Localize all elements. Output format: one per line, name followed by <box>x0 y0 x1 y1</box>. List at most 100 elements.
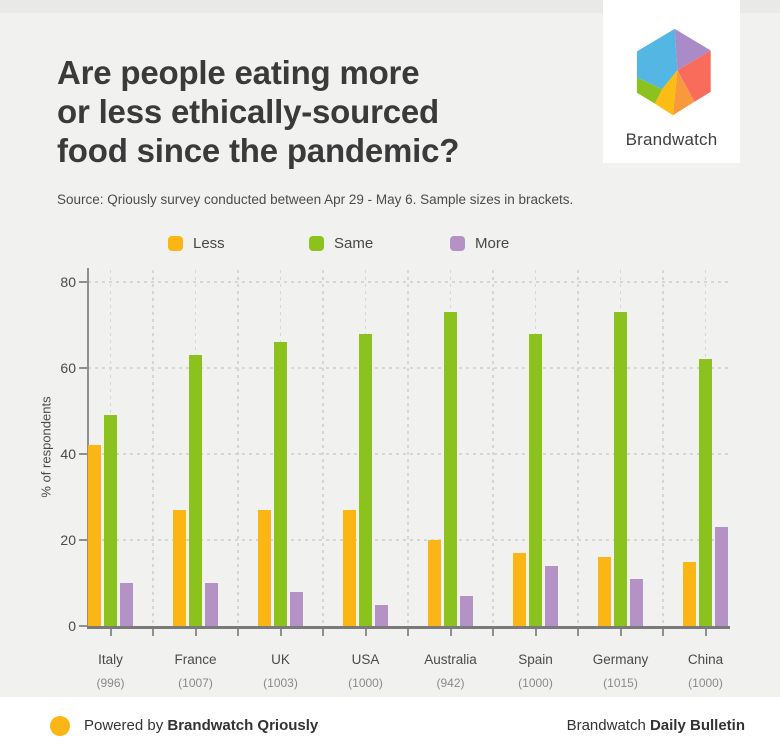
legend-swatch-more-icon <box>450 236 465 251</box>
title-line-1: Are people eating more <box>57 54 420 91</box>
y-tick-20 <box>79 539 87 541</box>
x-tick <box>704 628 707 636</box>
source-note: Source: Qriously survey conducted betwee… <box>57 192 574 207</box>
top-strip <box>0 0 780 13</box>
x-tick <box>492 628 494 636</box>
title-line-3: food since the pandemic? <box>57 132 460 169</box>
brandwatch-logo-text: Brandwatch <box>625 130 718 149</box>
x-tick <box>109 628 112 636</box>
legend-label-less: Less <box>193 235 225 252</box>
x-tick <box>194 628 197 636</box>
footer: Powered by Brandwatch Qriously Brandwatc… <box>0 697 780 754</box>
bar-italy-same <box>104 415 117 626</box>
legend-item-more: More <box>450 235 591 252</box>
x-size-italy: (996) <box>96 676 125 690</box>
x-tick <box>619 628 622 636</box>
x-label-china: China <box>687 652 724 667</box>
bar-italy-less <box>88 445 102 626</box>
v-gridline <box>407 270 409 626</box>
title-line-2: or less ethically-sourced <box>57 93 439 130</box>
x-label-australia: Australia <box>424 652 477 667</box>
bar-germany-less <box>598 557 612 626</box>
x-size-france: (1007) <box>178 676 213 690</box>
x-tick <box>577 628 579 636</box>
bar-australia-same <box>444 312 457 626</box>
y-tick-label-40: 40 <box>60 446 76 462</box>
x-tick <box>662 628 664 636</box>
y-tick-label-0: 0 <box>68 618 76 634</box>
logo-facet-blue <box>636 28 677 90</box>
bar-uk-more <box>289 591 303 626</box>
x-size-spain: (1000) <box>518 676 553 690</box>
y-tick-60 <box>79 367 87 369</box>
x-label-germany: Germany <box>592 652 649 667</box>
bar-uk-less <box>258 509 272 626</box>
footer-powered-by: Powered by Brandwatch Qriously <box>50 715 319 736</box>
v-gridline <box>152 270 154 626</box>
bar-spain-same <box>529 333 542 626</box>
bar-france-same <box>189 355 202 626</box>
v-gridline <box>322 270 324 626</box>
bar-australia-more <box>459 595 473 626</box>
legend: Less Same More <box>168 235 591 252</box>
brandwatch-logo-card: Brandwatch <box>603 0 740 163</box>
logo-facet-purple <box>674 28 711 71</box>
y-tick-80 <box>79 281 87 283</box>
y-tick-label-20: 20 <box>60 532 76 548</box>
x-size-germany: (1015) <box>603 676 638 690</box>
legend-swatch-less-icon <box>168 236 183 251</box>
logo-facet-coral <box>676 50 711 102</box>
x-tick <box>237 628 239 636</box>
footer-brand-text: Brandwatch Daily Bulletin <box>566 717 745 734</box>
bar-usa-more <box>374 604 388 626</box>
v-gridline <box>492 270 494 626</box>
x-size-usa: (1000) <box>348 676 383 690</box>
bar-china-less <box>683 561 697 626</box>
bar-germany-more <box>629 578 643 626</box>
x-label-uk: UK <box>271 652 290 667</box>
x-size-uk: (1003) <box>263 676 298 690</box>
logo-facet-green <box>636 77 662 104</box>
x-axis-line <box>86 626 730 629</box>
bar-usa-less <box>343 509 357 626</box>
x-tick <box>534 628 537 636</box>
x-tick <box>449 628 452 636</box>
bar-germany-same <box>614 312 627 626</box>
x-label-france: France <box>174 652 217 667</box>
brandwatch-hexagon-icon <box>636 28 711 116</box>
v-gridline <box>237 270 239 626</box>
bar-australia-less <box>428 540 442 626</box>
x-size-australia: (942) <box>436 676 465 690</box>
x-tick <box>322 628 324 636</box>
bar-china-more <box>714 527 728 626</box>
legend-label-more: More <box>475 235 510 252</box>
legend-item-less: Less <box>168 235 309 252</box>
qriously-dot-icon <box>50 715 70 736</box>
legend-label-same: Same <box>334 235 374 252</box>
x-tick <box>364 628 367 636</box>
x-label-spain: Spain <box>518 652 553 667</box>
y-axis-title: % of respondents <box>38 396 54 498</box>
legend-swatch-same-icon <box>309 236 324 251</box>
bar-italy-more <box>119 583 133 626</box>
logo-facet-orange <box>672 70 694 116</box>
y-tick-40 <box>79 453 87 455</box>
x-tick <box>279 628 282 636</box>
bar-china-same <box>699 359 712 626</box>
x-label-italy: Italy <box>98 652 123 667</box>
bar-uk-same <box>274 342 287 626</box>
x-tick <box>407 628 409 636</box>
v-gridline <box>577 270 579 626</box>
bar-france-more <box>204 583 218 626</box>
logo-facet-yellow <box>654 70 677 116</box>
x-label-usa: USA <box>351 652 380 667</box>
footer-powered-by-text: Powered by Brandwatch Qriously <box>84 717 319 734</box>
y-tick-label-60: 60 <box>60 360 76 376</box>
bar-usa-same <box>359 333 372 626</box>
v-gridline <box>662 270 664 626</box>
bar-spain-more <box>544 565 558 626</box>
y-axis-line <box>87 268 89 626</box>
y-tick-label-80: 80 <box>60 274 76 290</box>
y-tick-0 <box>79 625 87 627</box>
